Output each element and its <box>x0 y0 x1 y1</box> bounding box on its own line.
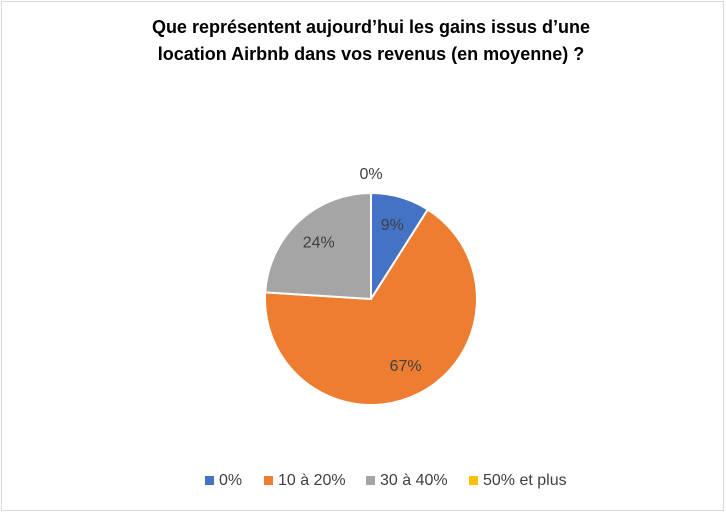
pie-slice <box>264 191 372 301</box>
pie-slice <box>264 208 478 406</box>
data-label: 9% <box>381 217 404 234</box>
legend-label: 10 à 20% <box>278 472 346 489</box>
legend-marker <box>264 476 273 485</box>
data-label: 24% <box>303 235 335 252</box>
legend-marker <box>205 476 214 485</box>
legend-marker <box>366 476 375 485</box>
legend-marker <box>469 476 478 485</box>
chart-title: Que représentent aujourd’hui les gains i… <box>151 17 591 64</box>
legend-label: 0% <box>219 472 242 489</box>
legend-label: 30 à 40% <box>380 472 448 489</box>
legend-label: 50% et plus <box>483 472 567 489</box>
data-label: 67% <box>390 358 422 375</box>
data-label: 0% <box>359 166 382 183</box>
